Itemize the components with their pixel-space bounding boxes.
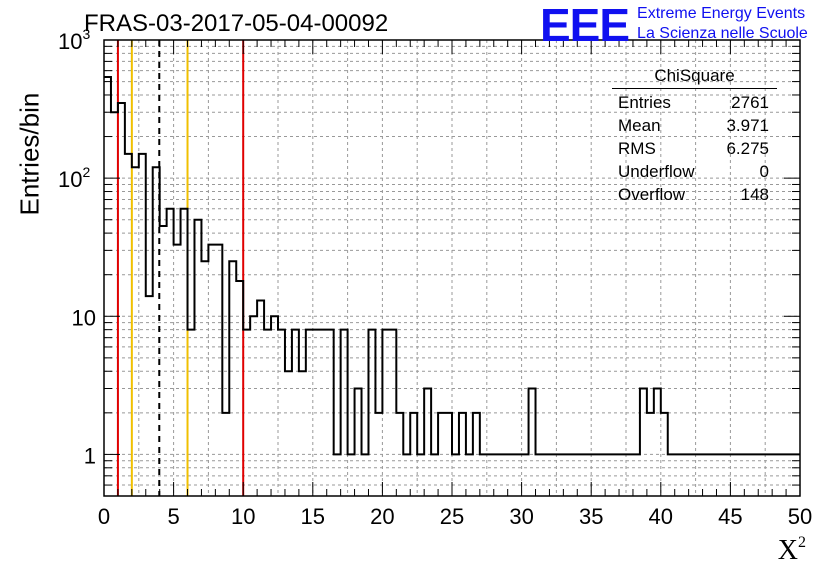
x-axis-label-base: X [777, 535, 798, 566]
histogram-series [104, 75, 800, 456]
x-axis-ticks: 0 5 10 15 20 25 30 35 40 45 50 [98, 40, 812, 529]
stats-label: Mean [618, 116, 661, 135]
stats-label: Entries [618, 93, 671, 112]
y-tick-label-base: 1 [84, 443, 96, 468]
x-tick-label: 30 [509, 504, 533, 529]
stats-value: 6.275 [726, 139, 769, 158]
stats-row-entries: Entries 2761 [612, 91, 777, 114]
y-tick-label-exponent: 3 [82, 26, 90, 42]
logo-line-1: Extreme Energy Events [637, 5, 806, 22]
y-tick-label-base: 10 [58, 167, 82, 192]
grid-lines [104, 40, 800, 496]
y-tick-label: 1 [84, 443, 96, 468]
y-axis-label: Entries/bin [14, 92, 45, 216]
marker-lines [116, 40, 245, 496]
x-axis-label-exponent: 2 [798, 533, 806, 551]
stats-title: ChiSquare [612, 66, 777, 89]
logo-line-2: La Scienza nelle Scuole [637, 25, 808, 42]
y-tick-label-exponent: 2 [82, 164, 90, 180]
y-tick-label: 10 [72, 305, 96, 330]
stats-row-mean: Mean 3.971 [612, 114, 777, 137]
stats-row-overflow: Overflow 148 [612, 183, 777, 206]
x-axis-label: X2 [777, 533, 806, 567]
x-tick-label: 25 [440, 504, 464, 529]
stats-value: 2761 [731, 93, 769, 112]
stats-row-rms: RMS 6.275 [612, 137, 777, 160]
stats-box: ChiSquare Entries 2761 Mean 3.971 RMS 6.275… [612, 66, 777, 206]
x-tick-label: 20 [370, 504, 394, 529]
eee-logo-text: Extreme Energy Events La Scienza nelle S… [637, 2, 808, 44]
stats-value: 3.971 [726, 116, 769, 135]
x-tick-label: 5 [167, 504, 179, 529]
plot-title: FRAS-03-2017-05-04-00092 [84, 10, 389, 37]
x-tick-label: 0 [98, 504, 110, 529]
y-tick-label: 103 [58, 26, 90, 54]
x-tick-label: 35 [579, 504, 603, 529]
y-tick-label-base: 10 [72, 305, 96, 330]
x-tick-label: 15 [301, 504, 325, 529]
x-tick-label: 40 [649, 504, 673, 529]
stats-label: Overflow [618, 185, 686, 204]
x-tick-label: 50 [788, 504, 812, 529]
y-tick-label: 102 [58, 164, 90, 192]
stats-row-underflow: Underflow 0 [612, 160, 777, 183]
x-tick-label: 45 [718, 504, 742, 529]
x-tick-label: 10 [231, 504, 255, 529]
y-tick-label-base: 10 [58, 29, 82, 54]
eee-logo: EEE Extreme Energy Events La Scienza nel… [540, 2, 808, 48]
stats-value: 0 [759, 162, 769, 181]
stats-label: RMS [618, 139, 656, 158]
stats-value: 148 [740, 185, 769, 204]
eee-logo-mark: EEE [540, 0, 630, 51]
stats-label: Underflow [618, 162, 695, 181]
